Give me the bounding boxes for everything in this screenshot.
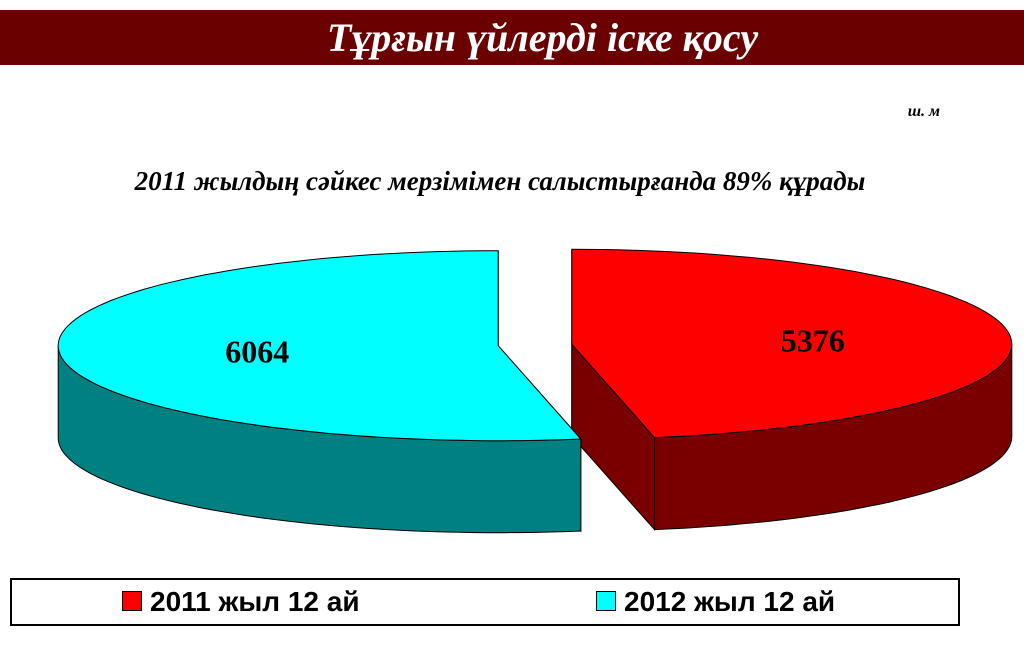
legend-label-2012: 2012 жыл 12 ай [624, 586, 836, 617]
pie-slice-2011 [571, 248, 1013, 531]
data-label-2011: 5376 [781, 322, 845, 358]
legend-label-2011: 2011 жыл 12 ай [150, 586, 360, 617]
legend-swatch-2012 [596, 590, 616, 611]
chart-legend: 2011 жыл 12 ай 2012 жыл 12 ай [10, 578, 960, 626]
legend-item-2012: 2012 жыл 12 ай [596, 580, 835, 624]
data-label-2012: 6064 [225, 334, 289, 370]
title-band: Тұрғын үйлерді іске қосу [0, 10, 1024, 65]
pie-slice-2012 [57, 250, 582, 534]
page-title: Тұрғын үйлерді іске қосу [326, 15, 759, 60]
chart-subtitle: 2011 жылдың сәйкес мерзімімен салыстырға… [134, 166, 866, 196]
legend-item-2011: 2011 жыл 12 ай [122, 580, 360, 624]
unit-label: ш. м [907, 103, 940, 120]
legend-swatch-2011 [122, 590, 142, 611]
